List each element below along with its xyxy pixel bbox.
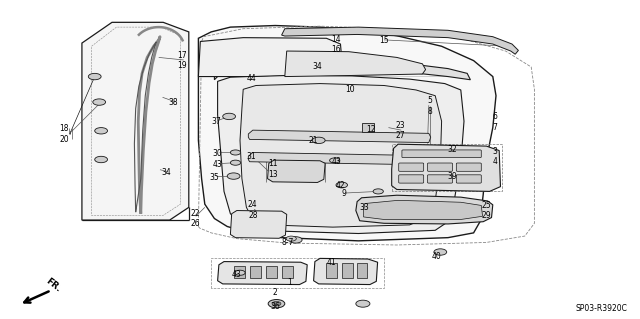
FancyBboxPatch shape (399, 175, 424, 183)
Text: 43: 43 (212, 160, 223, 169)
Text: 42: 42 (335, 181, 346, 189)
FancyBboxPatch shape (399, 163, 424, 171)
Circle shape (330, 158, 340, 163)
Circle shape (93, 99, 106, 105)
Text: 31: 31 (246, 152, 256, 161)
Polygon shape (198, 38, 342, 77)
Polygon shape (314, 258, 378, 285)
Text: 44: 44 (246, 74, 257, 83)
Polygon shape (392, 144, 500, 191)
Polygon shape (82, 22, 189, 220)
Text: 39: 39 (447, 172, 457, 181)
Bar (282, 266, 293, 278)
Circle shape (227, 173, 240, 179)
Text: SP03-R3920C: SP03-R3920C (575, 304, 627, 313)
Polygon shape (248, 130, 431, 143)
Circle shape (95, 128, 108, 134)
Text: 15: 15 (379, 36, 389, 45)
Bar (326, 263, 337, 278)
Text: 18
20: 18 20 (59, 124, 69, 144)
Text: 33: 33 (359, 204, 369, 212)
Text: 9: 9 (342, 189, 347, 198)
Text: 2: 2 (273, 288, 278, 297)
Polygon shape (248, 152, 431, 165)
Circle shape (230, 150, 241, 155)
Polygon shape (240, 84, 442, 227)
FancyBboxPatch shape (428, 175, 452, 183)
Bar (362, 123, 374, 132)
Polygon shape (92, 27, 180, 215)
Circle shape (230, 160, 241, 165)
Text: 11
13: 11 13 (268, 160, 278, 179)
FancyBboxPatch shape (402, 150, 481, 158)
Circle shape (434, 249, 447, 255)
Circle shape (95, 156, 108, 163)
Polygon shape (230, 211, 287, 238)
Text: 1: 1 (287, 278, 292, 287)
FancyBboxPatch shape (428, 163, 452, 171)
Bar (234, 266, 245, 278)
Text: 6
7: 6 7 (492, 112, 497, 131)
Bar (342, 263, 353, 278)
Circle shape (286, 236, 296, 241)
Polygon shape (198, 26, 496, 241)
Text: 35: 35 (209, 173, 220, 182)
Text: 24
28: 24 28 (248, 200, 258, 219)
Polygon shape (364, 200, 483, 219)
Text: 38: 38 (168, 98, 178, 107)
Polygon shape (268, 160, 325, 182)
Polygon shape (214, 61, 470, 80)
Text: 34: 34 (312, 63, 322, 71)
Text: 3
4: 3 4 (492, 147, 497, 166)
Text: 23
27: 23 27 (396, 121, 406, 140)
Polygon shape (218, 262, 307, 285)
Text: 22
26: 22 26 (190, 209, 200, 228)
Polygon shape (285, 51, 426, 77)
Circle shape (373, 189, 383, 194)
Text: 12: 12 (367, 125, 376, 134)
Text: 30: 30 (212, 149, 223, 158)
Circle shape (272, 301, 281, 306)
Text: 34: 34 (161, 168, 172, 177)
Bar (266, 266, 277, 278)
FancyBboxPatch shape (456, 175, 481, 183)
Circle shape (235, 270, 245, 275)
Text: 43: 43 (331, 157, 341, 166)
Text: 17
19: 17 19 (177, 51, 188, 70)
Circle shape (223, 113, 236, 120)
Bar (250, 266, 261, 278)
Circle shape (312, 137, 325, 144)
Text: 43: 43 (232, 271, 242, 279)
Text: 5
8: 5 8 (428, 96, 433, 115)
Text: 37: 37 (211, 117, 221, 126)
Text: 8-7: 8-7 (282, 238, 294, 247)
Polygon shape (356, 195, 493, 224)
Bar (357, 263, 367, 278)
Text: 36: 36 (270, 302, 280, 311)
Text: 32: 32 (447, 145, 457, 154)
Circle shape (88, 73, 101, 80)
Text: 40: 40 (431, 252, 442, 261)
FancyBboxPatch shape (456, 163, 481, 171)
Polygon shape (218, 75, 464, 234)
Polygon shape (282, 27, 518, 54)
Text: 25
29: 25 29 (481, 201, 492, 220)
Circle shape (289, 237, 302, 243)
Text: FR.: FR. (44, 276, 62, 293)
Text: 10: 10 (345, 85, 355, 94)
Text: 14
16: 14 16 (331, 35, 341, 54)
Circle shape (268, 300, 285, 308)
Circle shape (336, 182, 348, 188)
Circle shape (356, 300, 370, 307)
Text: 41: 41 (326, 258, 337, 267)
Text: 21: 21 (309, 136, 318, 145)
